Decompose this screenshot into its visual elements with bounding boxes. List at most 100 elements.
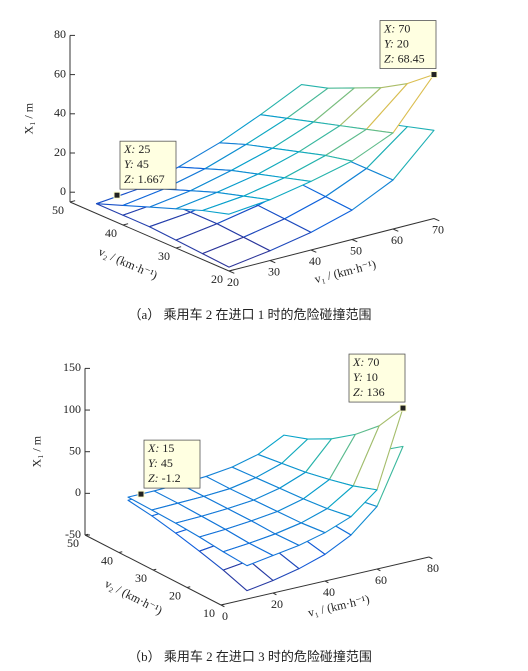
datatip-value: 45	[137, 157, 149, 171]
datatip-key: X:	[383, 21, 395, 35]
z-axis-label: X₁ / m	[30, 435, 44, 467]
datatip-value: 68.45	[398, 51, 425, 65]
x-tick-label: 40	[323, 585, 335, 599]
datatip-box	[119, 140, 177, 190]
x-tick	[392, 228, 399, 232]
mesh-cell	[201, 195, 271, 215]
x-tick	[269, 260, 276, 264]
x-tick-label: 50	[350, 243, 362, 257]
datatip-text: X: 70	[352, 355, 379, 369]
z-tick-label: 60	[54, 66, 66, 80]
datatip-text: Y: 20	[384, 36, 409, 50]
datatip-value: 15	[162, 441, 174, 455]
y-tick-label: 20	[169, 588, 181, 602]
y-tick-label: 40	[101, 553, 113, 567]
datatip-marker	[430, 71, 438, 79]
z-tick-label: 20	[54, 145, 66, 159]
y-tick-label: 50	[52, 203, 64, 217]
datatip-key: Y:	[384, 36, 394, 50]
datatip-marker	[137, 490, 145, 498]
x-tick	[220, 604, 225, 608]
z-tick-label: 40	[54, 106, 66, 120]
datatip-value: 70	[367, 355, 379, 369]
datatip-value: 1.667	[138, 172, 165, 186]
x-tick-label: 80	[427, 561, 439, 575]
y-axis-label: v₂ / (km·h⁻¹)	[102, 576, 164, 617]
x-tick	[433, 218, 440, 222]
y-tick-label: 40	[105, 226, 117, 240]
y-tick-label: 50	[67, 536, 79, 550]
datatip-text: X: 15	[147, 441, 174, 455]
datatip-key: X:	[147, 441, 159, 455]
datatip-value: 136	[367, 385, 385, 399]
caption: （b） 乘用车 2 在进口 3 时的危险碰撞范围	[128, 649, 372, 664]
x-axis	[228, 218, 435, 272]
caption: （a） 乘用车 2 在进口 1 时的危险碰撞范围	[128, 307, 371, 322]
datatip-key: X:	[123, 142, 135, 156]
datatip-text: Z: 136	[353, 385, 385, 399]
x-tick-label: 20	[271, 597, 283, 611]
z-axis-label: X₁ / m	[22, 102, 36, 134]
datatip-value: 45	[161, 456, 173, 470]
datatip-text: Z: -1.2	[148, 471, 181, 485]
x-tick-label: 60	[375, 573, 387, 587]
z-tick-label: 150	[63, 360, 81, 374]
y-tick	[228, 269, 235, 272]
datatip-key: X:	[352, 355, 364, 369]
datatip-key: Z:	[124, 172, 135, 186]
z-tick-label: 50	[69, 443, 81, 457]
y-tick-label: 30	[135, 571, 147, 585]
x-tick-label: 0	[222, 609, 228, 623]
x-tick-label: 60	[391, 233, 403, 247]
z-tick-label: 80	[54, 27, 66, 41]
datatip-box	[143, 439, 201, 489]
datatip-text: Z: 1.667	[124, 172, 165, 186]
x-tick	[228, 270, 235, 274]
datatip-value: 10	[366, 370, 378, 384]
x-tick	[376, 568, 381, 572]
y-axis-label: v₂ / (km·h⁻¹)	[96, 244, 159, 282]
y-tick	[84, 533, 89, 536]
x-tick-label: 30	[268, 264, 280, 278]
x-tick	[351, 239, 358, 243]
mesh-cell	[201, 236, 271, 268]
z-tick-label: 0	[60, 184, 66, 198]
datatip-value: -1.2	[162, 471, 181, 485]
x-tick	[428, 556, 433, 560]
datatip-key: Z:	[384, 51, 395, 65]
y-tick	[175, 246, 182, 249]
datatip-text: Y: 10	[353, 370, 378, 384]
datatip-key: Z:	[148, 471, 159, 485]
datatip-box	[348, 353, 406, 403]
z-tick-label: -50	[65, 527, 81, 541]
z-tick-label: 0	[75, 485, 81, 499]
y-tick	[118, 551, 123, 553]
datatip-value: 25	[138, 142, 150, 156]
datatip-box	[379, 20, 437, 69]
datatip-key: Y:	[148, 456, 158, 470]
x-tick-label: 70	[432, 222, 444, 236]
x-axis-label: v₁ / (km·h⁻¹)	[313, 257, 377, 286]
datatip-text: X: 70	[383, 21, 410, 35]
x-tick	[310, 249, 317, 253]
datatip-marker	[113, 191, 121, 199]
datatip-key: Y:	[124, 157, 134, 171]
y-tick	[69, 200, 76, 203]
x-tick-label: 20	[227, 275, 239, 289]
datatip-text: Y: 45	[124, 157, 149, 171]
datatip-value: 20	[397, 36, 409, 50]
x-tick-label: 40	[309, 254, 321, 268]
datatip-key: Y:	[353, 370, 363, 384]
y-tick	[152, 568, 157, 571]
datatip-key: Z:	[353, 385, 364, 399]
datatip-marker	[399, 404, 407, 412]
x-tick	[272, 592, 277, 596]
y-tick	[186, 586, 191, 588]
y-tick-label: 10	[203, 606, 215, 620]
mesh-cell	[222, 542, 274, 567]
x-tick	[324, 580, 329, 584]
datatip-text: Y: 45	[148, 456, 173, 470]
y-tick-label: 30	[158, 249, 170, 263]
